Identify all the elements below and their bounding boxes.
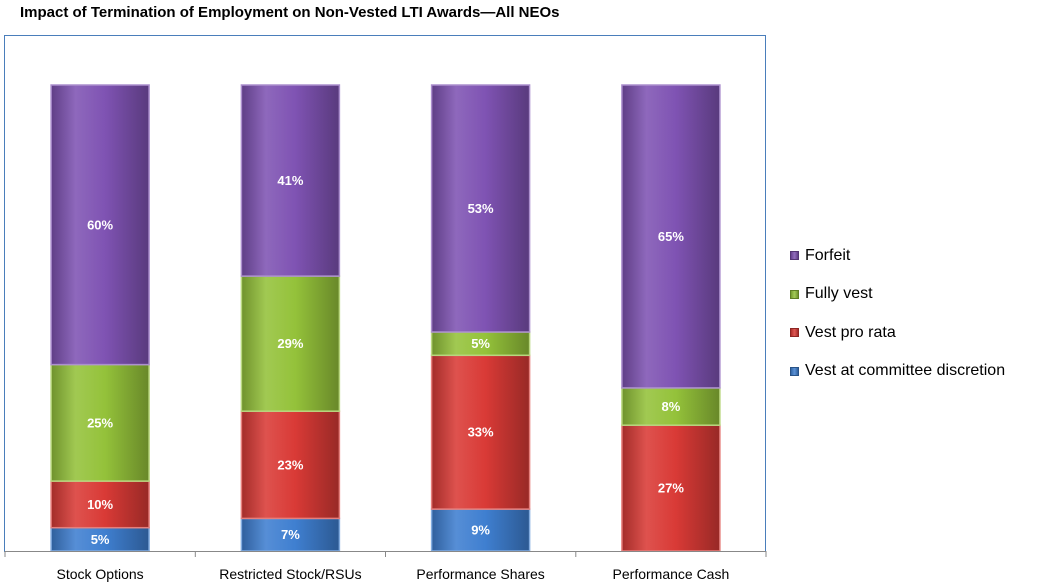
- data-label-stock-options-vest-at-committee-discretion: 5%: [91, 532, 110, 547]
- x-tick-label-restricted-stock-rsus: Restricted Stock/RSUs: [219, 566, 361, 582]
- data-label-performance-cash-forfeit: 65%: [658, 229, 684, 244]
- bar-segment-stock-options-fully-vest: [50, 363, 150, 482]
- data-label-performance-cash-vest-pro-rata: 27%: [658, 481, 684, 496]
- data-label-performance-shares-fully-vest: 5%: [471, 336, 490, 351]
- data-label-stock-options-forfeit: 60%: [87, 217, 113, 232]
- bars-layer: [50, 84, 721, 552]
- bar-segment-performance-shares-vest-pro-rata: [430, 354, 531, 510]
- bar-segment-restricted-stock-rsus-fully-vest: [240, 275, 341, 412]
- data-label-performance-shares-forfeit: 53%: [468, 201, 494, 216]
- data-labels-layer: 5% 10% 25% 60% 7% 23% 29% 41% 9% 33% 5% 53% 27% 8% 65%: [87, 173, 684, 547]
- legend-item-fully-vest: Fully vest: [790, 285, 1005, 304]
- legend-swatch-vest-at-committee-discretion: [790, 366, 799, 376]
- x-tick-label-performance-cash: Performance Cash: [613, 566, 730, 582]
- x-tick-label-stock-options: Stock Options: [57, 566, 144, 582]
- bar-segment-performance-shares-forfeit: [430, 84, 531, 333]
- legend: Forfeit Fully vest Vest pro rata Vest at co…: [790, 246, 1005, 400]
- bar-segment-performance-shares-vest-at-committee-discretion: [430, 508, 531, 552]
- bar-segment-restricted-stock-rsus-forfeit: [240, 84, 341, 277]
- data-label-restricted-stock-rsus-forfeit: 41%: [277, 173, 303, 188]
- legend-swatch-forfeit: [790, 251, 799, 260]
- legend-label-fully-vest: Fully vest: [805, 285, 873, 302]
- legend-label-vest-pro-rata: Vest pro rata: [805, 323, 896, 341]
- bar-segment-stock-options-vest-pro-rata: [50, 480, 150, 529]
- bar-segment-restricted-stock-rsus-vest-pro-rata: [240, 410, 341, 520]
- x-axis: Stock Options Restricted Stock/RSUs Perfor…: [4, 551, 767, 582]
- legend-label-vest-at-committee-discretion: Vest at committee discretion: [805, 362, 1006, 379]
- data-label-performance-shares-vest-pro-rata: 33%: [468, 425, 494, 440]
- bar-segment-performance-cash-forfeit: [621, 84, 721, 389]
- legend-item-forfeit: Forfeit: [790, 246, 1005, 265]
- bar-segment-stock-options-forfeit: [50, 84, 150, 366]
- data-label-performance-shares-vest-at-committee-discretion: 9%: [471, 523, 490, 538]
- legend-swatch-fully-vest: [790, 289, 799, 299]
- data-label-restricted-stock-rsus-vest-pro-rata: 23%: [277, 457, 303, 472]
- data-label-stock-options-vest-pro-rata: 10%: [87, 497, 113, 512]
- data-label-restricted-stock-rsus-fully-vest: 29%: [277, 336, 303, 351]
- data-label-restricted-stock-rsus-vest-at-committee-discretion: 7%: [281, 527, 300, 542]
- x-tick-label-performance-shares: Performance Shares: [416, 566, 544, 582]
- legend-item-vest-pro-rata: Vest pro rata: [790, 323, 1005, 342]
- data-label-performance-cash-fully-vest: 8%: [662, 399, 681, 414]
- data-label-stock-options-fully-vest: 25%: [87, 415, 113, 430]
- legend-item-vest-at-committee-discretion: Vest at committee discretion: [790, 362, 1005, 381]
- bar-segment-performance-cash-fully-vest: [621, 387, 721, 426]
- chart-title: Impact of Termination of Employment on N…: [20, 4, 560, 21]
- legend-swatch-vest-pro-rata: [790, 328, 799, 337]
- legend-label-forfeit: Forfeit: [805, 246, 851, 264]
